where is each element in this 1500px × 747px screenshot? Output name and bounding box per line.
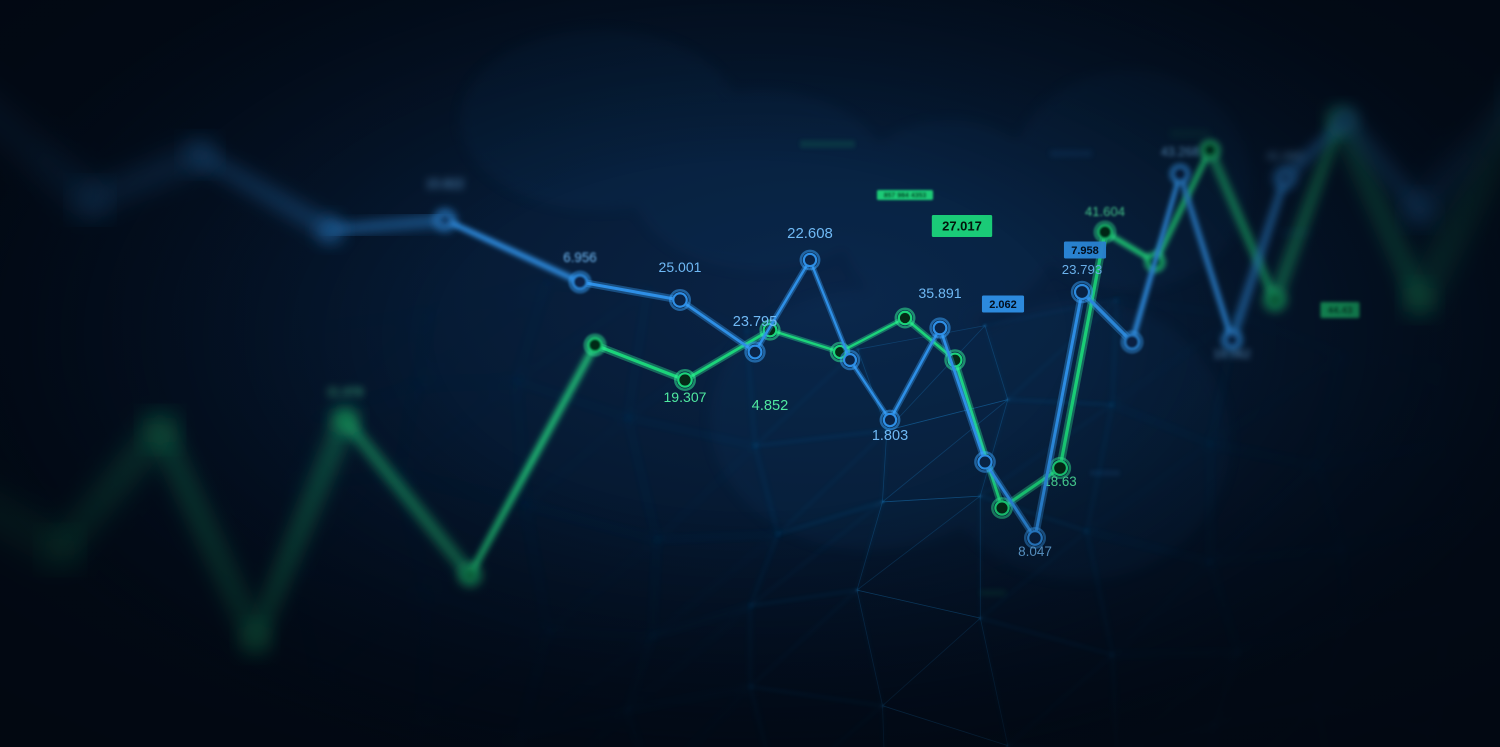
series-blue-marker [1409,199,1432,222]
series-blue-value-label: 23.793 [1062,262,1102,277]
value-badge: 44.43 [1321,302,1360,318]
svg-text:27.017: 27.017 [942,219,982,234]
series-green-marker [243,628,266,651]
series-blue-marker [1170,164,1191,185]
series-green-value-label: 21.978 [327,386,363,399]
svg-text:44.43: 44.43 [1327,306,1352,317]
series-blue-marker [1122,332,1142,352]
series-blue-value-label: 1.803 [872,428,908,444]
series-blue-marker [1072,282,1092,302]
svg-text:857 984 4353: 857 984 4353 [884,193,927,200]
svg-text:7.958: 7.958 [1071,245,1099,257]
series-blue-marker [1274,167,1296,189]
svg-text:2.062: 2.062 [989,299,1017,311]
series-green-marker [459,564,480,585]
series-blue-value-label: 35.891 [918,286,961,302]
series-blue-marker [1334,109,1356,131]
series-blue-value-label: 15.822 [426,177,464,191]
series-blue-marker [746,343,765,362]
series-green-marker [48,538,73,563]
series-green-marker [1409,289,1432,312]
series-blue-marker [319,219,341,241]
series-blue-marker [570,272,590,292]
series-green-value-label: 19.307 [663,389,706,405]
series-blue-value-label: 23.795 [733,314,778,330]
series-blue-value-label: 41.660 [1267,149,1304,163]
value-badge: 7.958 [1064,242,1106,259]
series-blue-marker [434,209,455,230]
series-green-marker [585,335,605,355]
value-badge: 2.062 [982,296,1024,313]
series-green-value-label: 41.604 [1085,204,1125,219]
series-blue-value-label: 8.047 [1018,544,1052,559]
series-blue-marker [78,188,103,213]
series-green-marker [148,418,172,442]
series-blue-marker [188,143,212,167]
series-blue-marker [881,411,899,429]
series-green-value-label: 4.852 [752,398,789,414]
series-green-marker [675,370,694,389]
series-blue-marker [670,290,689,309]
series-green-marker [896,309,914,327]
series-green-marker [1199,139,1220,160]
series-blue-value-label: 6.956 [563,250,596,265]
series-blue-marker [931,319,950,338]
value-badge: 27.017 [932,215,992,237]
series-blue-value-label: 43.268 [1161,145,1199,159]
series-blue-marker [841,351,859,369]
chart-svg: 21.97819.3074.85218.6341.60415.8226.9562… [0,0,1500,747]
value-badge: 857 984 4353 [877,190,933,200]
series-green-marker [1264,289,1286,311]
series-green-marker [334,409,356,431]
chart-stage: 21.97819.3074.85218.6341.60415.8226.9562… [0,0,1500,747]
series-blue-value-label: 19.062 [1213,347,1250,361]
series-blue-marker [801,251,819,269]
series-blue-value-label: 25.001 [659,259,702,275]
series-blue-marker [975,452,994,471]
series-green-marker [1095,222,1115,242]
series-blue-value-label: 22.608 [787,225,833,242]
